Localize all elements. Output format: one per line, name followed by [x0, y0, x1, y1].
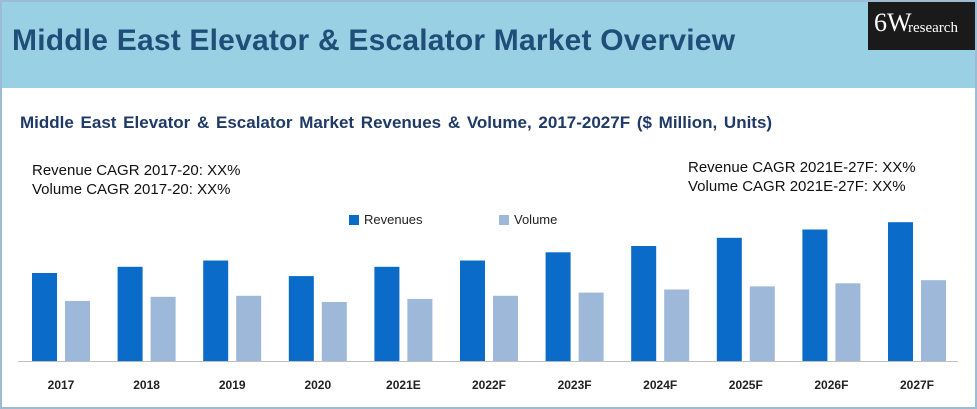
legend-volume: Volume	[499, 212, 557, 227]
bar-revenues-2018	[117, 266, 143, 362]
x-tick-label: 2023F	[558, 378, 592, 392]
bar-revenues-2026f	[802, 229, 828, 361]
bar-revenues-2019	[203, 260, 229, 361]
x-tick-label: 2018	[133, 378, 160, 392]
x-tick-label: 2026F	[814, 378, 848, 392]
x-tick-label: 2022F	[472, 378, 506, 392]
bar-volume-2024f	[664, 289, 690, 361]
x-tick-label: 2027F	[900, 378, 934, 392]
cagr-historic: Revenue CAGR 2017-20: XX% Volume CAGR 20…	[32, 161, 240, 199]
x-tick-label: 2019	[219, 378, 246, 392]
x-tick-label: 2021E	[386, 378, 421, 392]
bar-revenues-2020	[288, 276, 314, 361]
bar-volume-2026f	[835, 283, 861, 361]
bar-volume-2025f	[749, 286, 775, 361]
bar-volume-2019	[236, 295, 262, 362]
logo-main-text: 6W	[874, 8, 912, 37]
bar-volume-2023f	[578, 292, 604, 361]
x-tick-label: 2020	[304, 378, 331, 392]
bar-revenues-2021e	[374, 266, 400, 362]
bar-volume-2027f	[921, 280, 946, 361]
bar-revenues-2023f	[545, 252, 571, 362]
cagr-historic-revenue: Revenue CAGR 2017-20: XX%	[32, 162, 241, 179]
bar-revenues-2017	[32, 273, 57, 361]
x-tick-label: 2017	[48, 378, 75, 392]
legend-volume-label: Volume	[514, 212, 558, 227]
x-tick-label: 2025F	[729, 378, 763, 392]
bar-revenues-2025f	[716, 237, 742, 362]
page-title: Middle East Elevator & Escalator Market …	[12, 24, 736, 57]
x-tick-label: 2024F	[643, 378, 677, 392]
bar-volume-2020	[321, 302, 347, 361]
bar-volume-2022f	[493, 295, 518, 362]
cagr-forecast-revenue: Revenue CAGR 2021E-27F: XX%	[688, 159, 916, 176]
header-bar: Middle East Elevator & Escalator Market …	[2, 2, 975, 88]
bar-revenues-2027f	[888, 222, 913, 361]
legend-revenues: Revenues	[349, 212, 423, 227]
bar-volume-2018	[150, 296, 176, 361]
chart-title: Middle East Elevator & Escalator Market …	[20, 113, 773, 132]
logo-sub-text: research	[908, 20, 958, 36]
cagr-forecast-volume: Volume CAGR 2021E-27F: XX%	[688, 178, 906, 195]
cagr-forecast: Revenue CAGR 2021E-27F: XX% Volume CAGR …	[688, 158, 916, 196]
bar-volume-2017	[65, 300, 90, 361]
company-logo: 6W research	[868, 2, 975, 50]
legend-revenues-swatch	[349, 214, 359, 225]
cagr-historic-volume: Volume CAGR 2017-20: XX%	[32, 181, 231, 198]
legend-volume-swatch	[499, 214, 509, 225]
bar-volume-2021e	[407, 298, 433, 361]
legend-revenues-label: Revenues	[364, 212, 423, 227]
bar-revenues-2024f	[631, 246, 657, 361]
bar-revenues-2022f	[460, 260, 485, 361]
